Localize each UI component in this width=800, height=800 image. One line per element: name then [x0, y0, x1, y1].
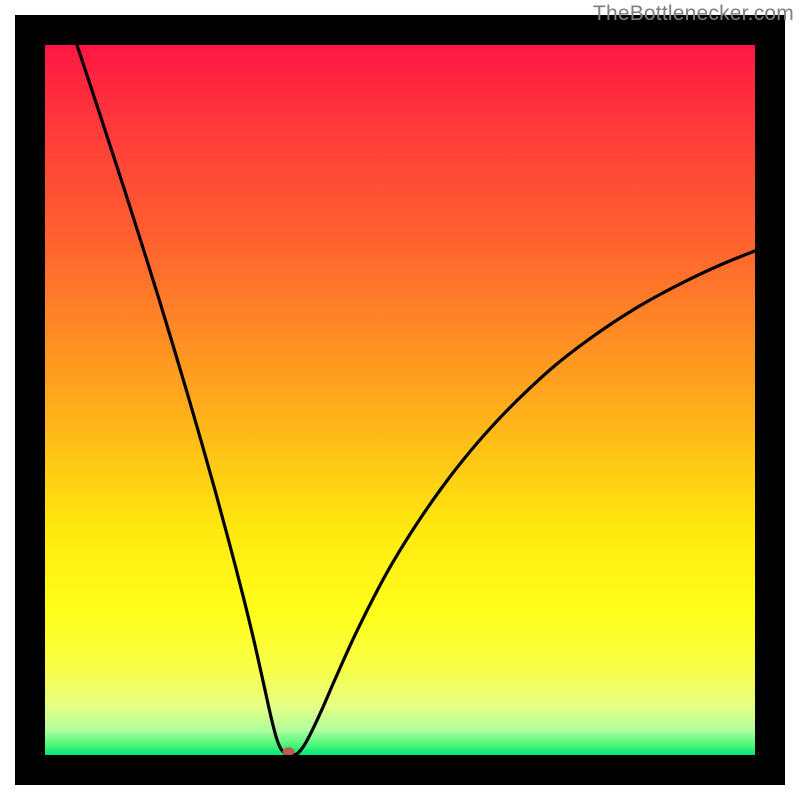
watermark-text: TheBottlenecker.com — [593, 2, 794, 26]
chart-stage: TheBottlenecker.com — [0, 0, 800, 800]
optimal-point-marker — [283, 747, 295, 755]
bottleneck-chart — [0, 0, 800, 800]
plot-background — [45, 45, 755, 755]
